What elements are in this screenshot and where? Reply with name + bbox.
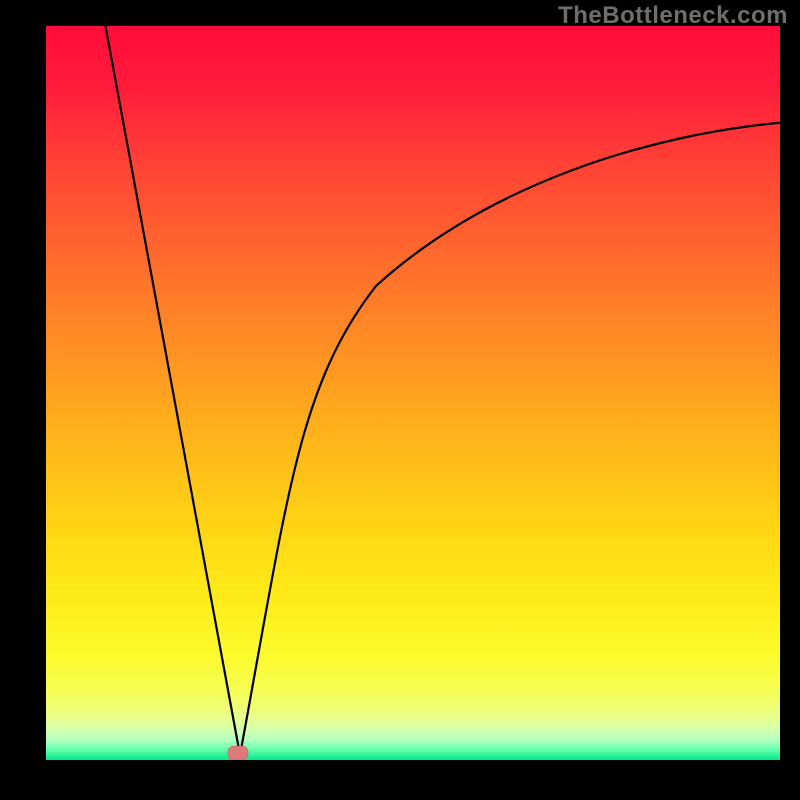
gradient-background	[46, 26, 780, 760]
watermark-text: TheBottleneck.com	[558, 2, 788, 30]
plot-svg	[46, 26, 780, 760]
chart-frame: TheBottleneck.com	[0, 0, 800, 800]
plot-area	[46, 26, 780, 760]
apex-marker	[228, 746, 248, 760]
